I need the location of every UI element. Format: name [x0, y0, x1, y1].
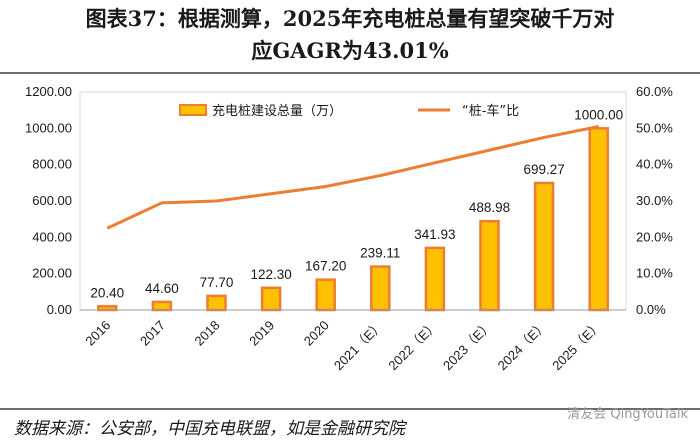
right-tick-label: 50.0%	[636, 120, 673, 135]
bar	[97, 305, 118, 312]
left-tick-label: 600.00	[32, 193, 72, 208]
x-axis-labels: 2016 2017 2018 2019 2020 2021（E） 2022（E） 2023（E…	[82, 318, 604, 374]
bar-value-label: 20.40	[90, 285, 124, 300]
legend: 充电桩建设总量（万） “桩-车”比	[179, 103, 519, 119]
x-tick-label: 2017	[137, 318, 168, 349]
bar	[588, 127, 609, 312]
bar	[370, 265, 391, 312]
x-tick-label: 2024（E）	[495, 318, 551, 374]
bar-value-label: 341.93	[414, 227, 455, 242]
bar	[206, 294, 227, 312]
bar	[151, 300, 173, 312]
left-tick-label: 400.00	[32, 229, 72, 244]
right-tick-label: 60.0%	[636, 84, 673, 99]
right-tick-label: 10.0%	[636, 266, 673, 281]
chart-title-line-2: 应GAGR为43.01%	[251, 38, 449, 63]
left-tick-label: 200.00	[32, 266, 72, 281]
legend-bar-swatch	[179, 104, 207, 116]
watermark: 清友会 QingYouTalk	[567, 407, 688, 422]
right-tick-label: 0.0%	[636, 302, 666, 317]
bar-value-label: 122.30	[250, 267, 291, 282]
x-tick-label: 2022（E）	[385, 318, 441, 374]
legend-line-label: “桩-车”比	[462, 103, 519, 119]
right-tick-label: 20.0%	[636, 229, 673, 244]
bottom-divider	[0, 408, 700, 410]
bar-value-label: 488.98	[469, 200, 510, 215]
left-tick-label: 0.00	[47, 302, 72, 317]
bar-value-label: 167.20	[305, 259, 346, 274]
left-tick-label: 800.00	[32, 157, 72, 172]
x-tick-label: 2025（E）	[549, 318, 605, 374]
right-tick-label: 30.0%	[636, 193, 673, 208]
right-axis: 0.0% 10.0% 20.0% 30.0% 40.0% 50.0% 60.0%	[636, 84, 673, 317]
bar-value-label: 77.70	[200, 275, 234, 290]
x-tick-label: 2020	[301, 318, 332, 349]
ratio-line	[106, 125, 599, 230]
combo-chart: 0.00 200.00 400.00 600.00 800.00 1000.00 1200.…	[25, 84, 673, 374]
top-divider	[0, 72, 700, 74]
bar-value-label: 699.27	[523, 162, 564, 177]
bar	[424, 246, 446, 312]
left-tick-label: 1200.00	[25, 84, 72, 99]
bar-value-label: 1000.00	[574, 107, 623, 122]
left-tick-label: 1000.00	[25, 120, 72, 135]
x-tick-label: 2018	[192, 318, 223, 349]
x-tick-label: 2021（E）	[331, 318, 387, 374]
bar	[260, 286, 282, 312]
right-tick-label: 40.0%	[636, 157, 673, 172]
bar	[533, 181, 555, 312]
x-tick-label: 2016	[82, 318, 113, 349]
bar-value-label: 44.60	[145, 281, 179, 296]
bar-value-label: 239.11	[360, 246, 400, 261]
bar	[315, 278, 336, 312]
left-axis: 0.00 200.00 400.00 600.00 800.00 1000.00 1200.…	[25, 84, 72, 317]
legend-bar-label: 充电桩建设总量（万）	[212, 103, 342, 119]
source-note: 数据来源：公安部，中国充电联盟，如是金融研究院	[14, 419, 405, 439]
x-tick-label: 2023（E）	[440, 318, 496, 374]
bar-data-labels: 20.40 44.60 77.70 122.30 167.20 239.11 341.93 4…	[90, 107, 623, 300]
x-tick-label: 2019	[246, 318, 277, 349]
bar	[479, 219, 500, 312]
chart-title-line-1: 图表37：根据测算，2025年充电桩总量有望突破千万对	[85, 6, 615, 31]
